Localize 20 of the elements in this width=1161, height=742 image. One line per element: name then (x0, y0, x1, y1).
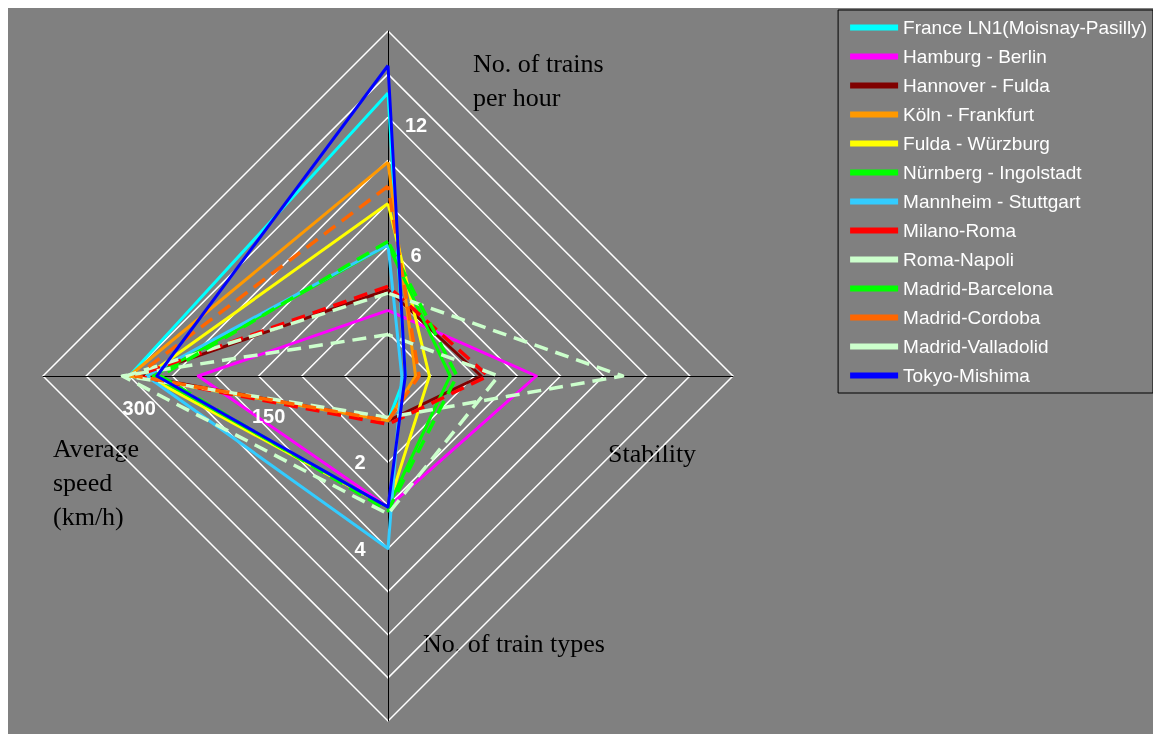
legend-label: Köln - Frankfurt (903, 104, 1035, 125)
spoke-label: No. of train types (423, 628, 605, 658)
legend-label: Milano-Roma (903, 220, 1017, 241)
legend-label: Mannheim - Stuttgart (903, 191, 1082, 212)
text: 300 (122, 397, 156, 419)
legend-label: Madrid-Cordoba (903, 307, 1041, 328)
text: 4 (354, 537, 367, 560)
legend-label: Madrid-Valladolid (903, 336, 1049, 357)
legend-label: Hamburg - Berlin (903, 46, 1047, 67)
legend-label: Tokyo-Mishima (903, 365, 1031, 386)
legend-label: Nürnberg - Ingolstadt (903, 162, 1083, 183)
spoke-label: No. of trains per hour (473, 48, 611, 112)
legend-label: Madrid-Barcelona (903, 278, 1054, 299)
legend-label: Roma-Napoli (903, 249, 1014, 270)
legend-label: Fulda - Würzburg (903, 133, 1050, 154)
legend-label: Hannover - Fulda (903, 75, 1051, 96)
text: 2 (354, 451, 366, 474)
text: 6 (410, 243, 422, 266)
text: 12 (404, 114, 428, 137)
legend-label: France LN1(Moisnay-Pasilly) (903, 17, 1147, 38)
